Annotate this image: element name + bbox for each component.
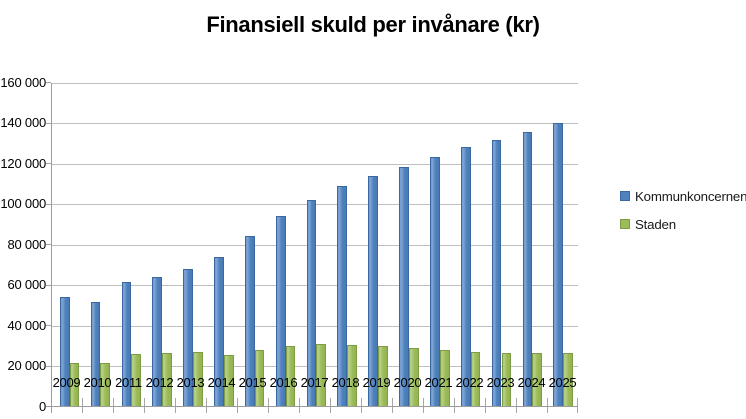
bar-kommunkoncernen-2022 (460, 147, 471, 407)
legend: Kommunkoncernen Staden (620, 188, 746, 232)
y-axis-tick (46, 203, 51, 205)
y-tick-label: 120 000 (0, 155, 46, 171)
gridline (51, 123, 578, 124)
x-axis-tick (82, 398, 83, 413)
x-tick-label: 2012 (145, 374, 174, 390)
bar-kommunkoncernen-2021 (430, 157, 440, 407)
bar-kommunkoncernen-2009 (59, 297, 70, 407)
legend-swatch-green-icon (620, 219, 630, 229)
x-axis-tick (299, 398, 300, 413)
bar-kommunkoncernen-2019 (368, 175, 379, 407)
x-tick-label: 2020 (393, 374, 422, 390)
x-axis-tick (547, 398, 548, 413)
x-tick-label: 2025 (548, 374, 577, 390)
y-tick-label: 0 (38, 398, 46, 414)
y-axis-tick (46, 122, 51, 124)
x-tick-label: 2010 (83, 374, 112, 390)
gridline (51, 163, 578, 165)
x-axis-tick (268, 398, 269, 413)
x-axis-tick (175, 398, 176, 413)
y-tick-label: 60 000 (7, 277, 46, 292)
x-tick-label: 2022 (455, 374, 484, 390)
x-axis-tick (454, 398, 455, 413)
x-axis-tick (51, 398, 52, 413)
bar-kommunkoncernen-2016 (275, 216, 286, 407)
x-axis-tick (330, 398, 331, 413)
x-tick-label: 2015 (238, 374, 267, 390)
y-axis-tick (46, 365, 51, 367)
x-axis-tick (237, 398, 238, 413)
plot-area: 2009 2010 2011 2012 2013 2014 2015 2016 2017 2018… (51, 82, 578, 413)
x-tick-label: 2014 (207, 374, 236, 390)
x-axis-tick (577, 398, 578, 413)
y-axis-line (50, 82, 52, 412)
x-tick-label: 2021 (424, 374, 453, 390)
x-tick-label: 2023 (486, 374, 515, 390)
y-axis-tick (46, 325, 51, 326)
x-tick-label: 2017 (300, 374, 329, 390)
gridline (51, 82, 578, 84)
x-tick-label: 2024 (517, 374, 546, 390)
x-tick-label: 2016 (269, 374, 298, 390)
x-axis-tick (206, 398, 207, 413)
legend-label: Kommunkoncernen (635, 188, 746, 204)
y-axis-tick (46, 163, 51, 164)
bar-kommunkoncernen-2025 (553, 123, 564, 407)
y-axis-tick (46, 82, 51, 83)
y-tick-label: 80 000 (7, 236, 46, 252)
legend-swatch-blue-icon (620, 191, 630, 201)
y-tick-label: 20 000 (7, 358, 46, 373)
x-tick-label: 2013 (176, 374, 205, 390)
y-axis-tick (46, 244, 51, 245)
x-axis-tick (423, 398, 424, 413)
bar-kommunkoncernen-2010 (90, 302, 101, 407)
x-axis-tick (144, 398, 145, 413)
chart-title: Finansiell skuld per invånare (kr) (206, 12, 540, 37)
x-axis-tick (113, 398, 114, 413)
y-tick-label: 160 000 (0, 74, 46, 90)
y-tick-label: 40 000 (7, 317, 46, 333)
x-tick-label: 2019 (362, 374, 391, 390)
y-axis-tick (46, 284, 51, 286)
legend-item-staden: Staden (620, 216, 746, 232)
x-tick-label: 2011 (115, 374, 142, 390)
x-axis-tick (516, 398, 517, 413)
legend-label: Staden (635, 216, 676, 232)
bar-kommunkoncernen-2024 (522, 132, 533, 407)
bar-kommunkoncernen-2020 (399, 166, 409, 407)
x-axis-tick (485, 398, 486, 413)
x-tick-label: 2009 (52, 374, 81, 390)
bar-kommunkoncernen-2023 (491, 140, 502, 407)
bar-kommunkoncernen-2018 (337, 185, 348, 407)
x-tick-label: 2018 (331, 374, 360, 390)
y-tick-label: 100 000 (0, 196, 46, 211)
x-axis-tick (392, 398, 393, 413)
legend-item-kommunkoncernen: Kommunkoncernen (620, 188, 746, 204)
x-axis-line (46, 406, 578, 407)
y-tick-label: 140 000 (0, 115, 46, 130)
x-axis-tick (361, 398, 362, 413)
bar-kommunkoncernen-2015 (244, 236, 255, 407)
